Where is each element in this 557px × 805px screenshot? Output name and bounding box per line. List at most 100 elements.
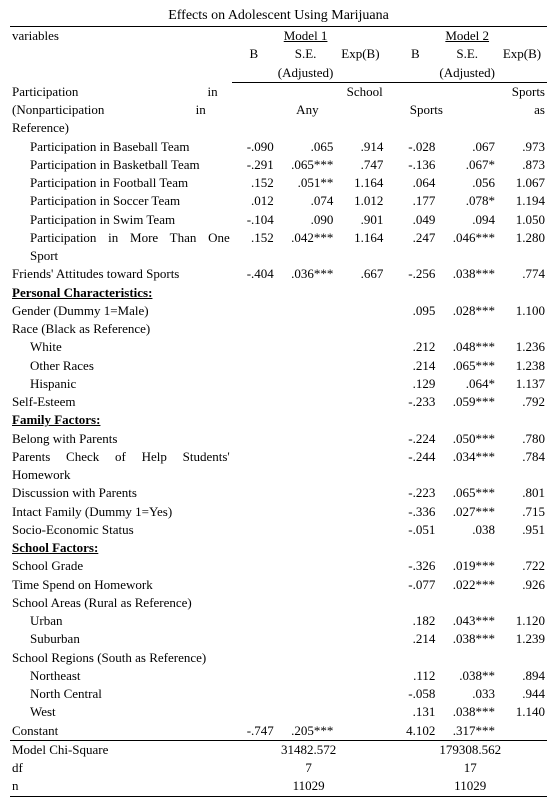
row-label: Model Chi-Square [10,740,232,759]
row-label: West [10,703,232,721]
cell: 1.239 [497,630,547,648]
table-row: Participation in Baseball Team -.090 .06… [10,138,547,156]
regions-hdr: School Regions (South as Reference) [10,649,547,667]
cell: -.291 [232,156,276,174]
cell: .214 [393,630,437,648]
cell: .034*** [437,448,497,466]
cell: .056 [437,174,497,192]
cell: .095 [393,302,437,320]
cell: 4.102 [393,722,437,741]
cell: 1.012 [335,192,385,210]
cell: .059*** [437,393,497,411]
cell: .074 [276,192,336,210]
cell: -.090 [232,138,276,156]
row-label: Constant [10,722,232,741]
cell: .152 [232,174,276,192]
cell: .112 [393,667,437,685]
cell: .019*** [437,557,497,575]
table-row: n 11029 11029 [10,777,547,796]
col-exp1: Exp(B) [335,45,385,63]
row-label: Participation in Soccer Team [10,192,232,210]
cell: .042*** [276,229,336,247]
cell: 1.164 [335,229,385,247]
cell: -.233 [393,393,437,411]
cell: .046*** [437,229,497,247]
model1-label: Model 1 [284,28,328,43]
row-label: School Grade [10,557,232,575]
cell: .774 [497,265,547,283]
cell: .873 [497,156,547,174]
row-label: Self-Esteem [10,393,232,411]
cell: .715 [497,503,547,521]
row-label: Participation in Swim Team [10,211,232,229]
table-row: Time Spend on Homework -.077 .022*** .92… [10,576,547,594]
cell: 1.100 [497,302,547,320]
cell: 7 [232,759,386,777]
section-family: Family Factors: [12,412,100,427]
table-row: West .131 .038*** 1.140 [10,703,547,721]
cell: .247 [393,229,437,247]
cell: 1.238 [497,357,547,375]
cell: .914 [335,138,385,156]
row-label: North Central [10,685,232,703]
cell: -.336 [393,503,437,521]
cell: .901 [335,211,385,229]
table-title: Effects on Adolescent Using Marijuana [10,8,547,24]
col-b1: B [232,45,276,63]
cell: -.136 [393,156,437,174]
table-row: Participation in More Than One .152 .042… [10,229,547,247]
table-row: North Central -.058 .033 .944 [10,685,547,703]
cell: 1.194 [497,192,547,210]
table-row: Suburban .214 .038*** 1.239 [10,630,547,648]
table-row: Parents Check of Help Students' -.244 .0… [10,448,547,466]
cell: .038*** [437,703,497,721]
cell: .078* [437,192,497,210]
cell: .177 [393,192,437,210]
cell: -.051 [393,521,437,539]
participation-hdr-2: (Nonparticipation in Any Sports as [10,101,547,119]
cell: .131 [393,703,437,721]
row-label: Urban [10,612,232,630]
cell: .801 [497,484,547,502]
table-row: Socio-Economic Status -.051 .038 .951 [10,521,547,539]
cell: .152 [232,229,276,247]
cell: 1.067 [497,174,547,192]
cell: .048*** [437,338,497,356]
row-label: Participation in Baseball Team [10,138,232,156]
cell: .784 [497,448,547,466]
table-row: Northeast .112 .038** .894 [10,667,547,685]
col-adj1: (Adjusted) [276,64,336,83]
cell: -.256 [393,265,437,283]
cell: .065*** [437,357,497,375]
cell: .951 [497,521,547,539]
participation-hdr-1: Participation in School Sports [10,82,547,101]
cell: .780 [497,430,547,448]
cell: -.224 [393,430,437,448]
regression-table: variables Model 1 Model 2 B S.E. Exp(B) … [10,26,547,797]
cell: 31482.572 [232,740,386,759]
table-row: Belong with Parents -.224 .050*** .780 [10,430,547,448]
cell: .038*** [437,630,497,648]
col-adj2: (Adjusted) [437,64,497,83]
cell: .028*** [437,302,497,320]
table-row: df 7 17 [10,759,547,777]
cell: .027*** [437,503,497,521]
row-label: Friends' Attitudes toward Sports [10,265,232,283]
cell: -.747 [232,722,276,741]
table-row: Constant -.747 .205*** 4.102 .317*** [10,722,547,741]
cell: 11029 [393,777,547,796]
table-row: Participation in Swim Team -.104 .090 .9… [10,211,547,229]
row-label: Homework [10,466,232,484]
row-label: n [10,777,232,796]
cell: .022*** [437,576,497,594]
cell: .065 [276,138,336,156]
cell: .067 [437,138,497,156]
cell: 1.137 [497,375,547,393]
cell: -.058 [393,685,437,703]
cell: .894 [497,667,547,685]
row-label: Participation in More Than One [10,229,232,247]
table-row: Self-Esteem -.233 .059*** .792 [10,393,547,411]
cell: -.244 [393,448,437,466]
cell: .182 [393,612,437,630]
cell: .067* [437,156,497,174]
